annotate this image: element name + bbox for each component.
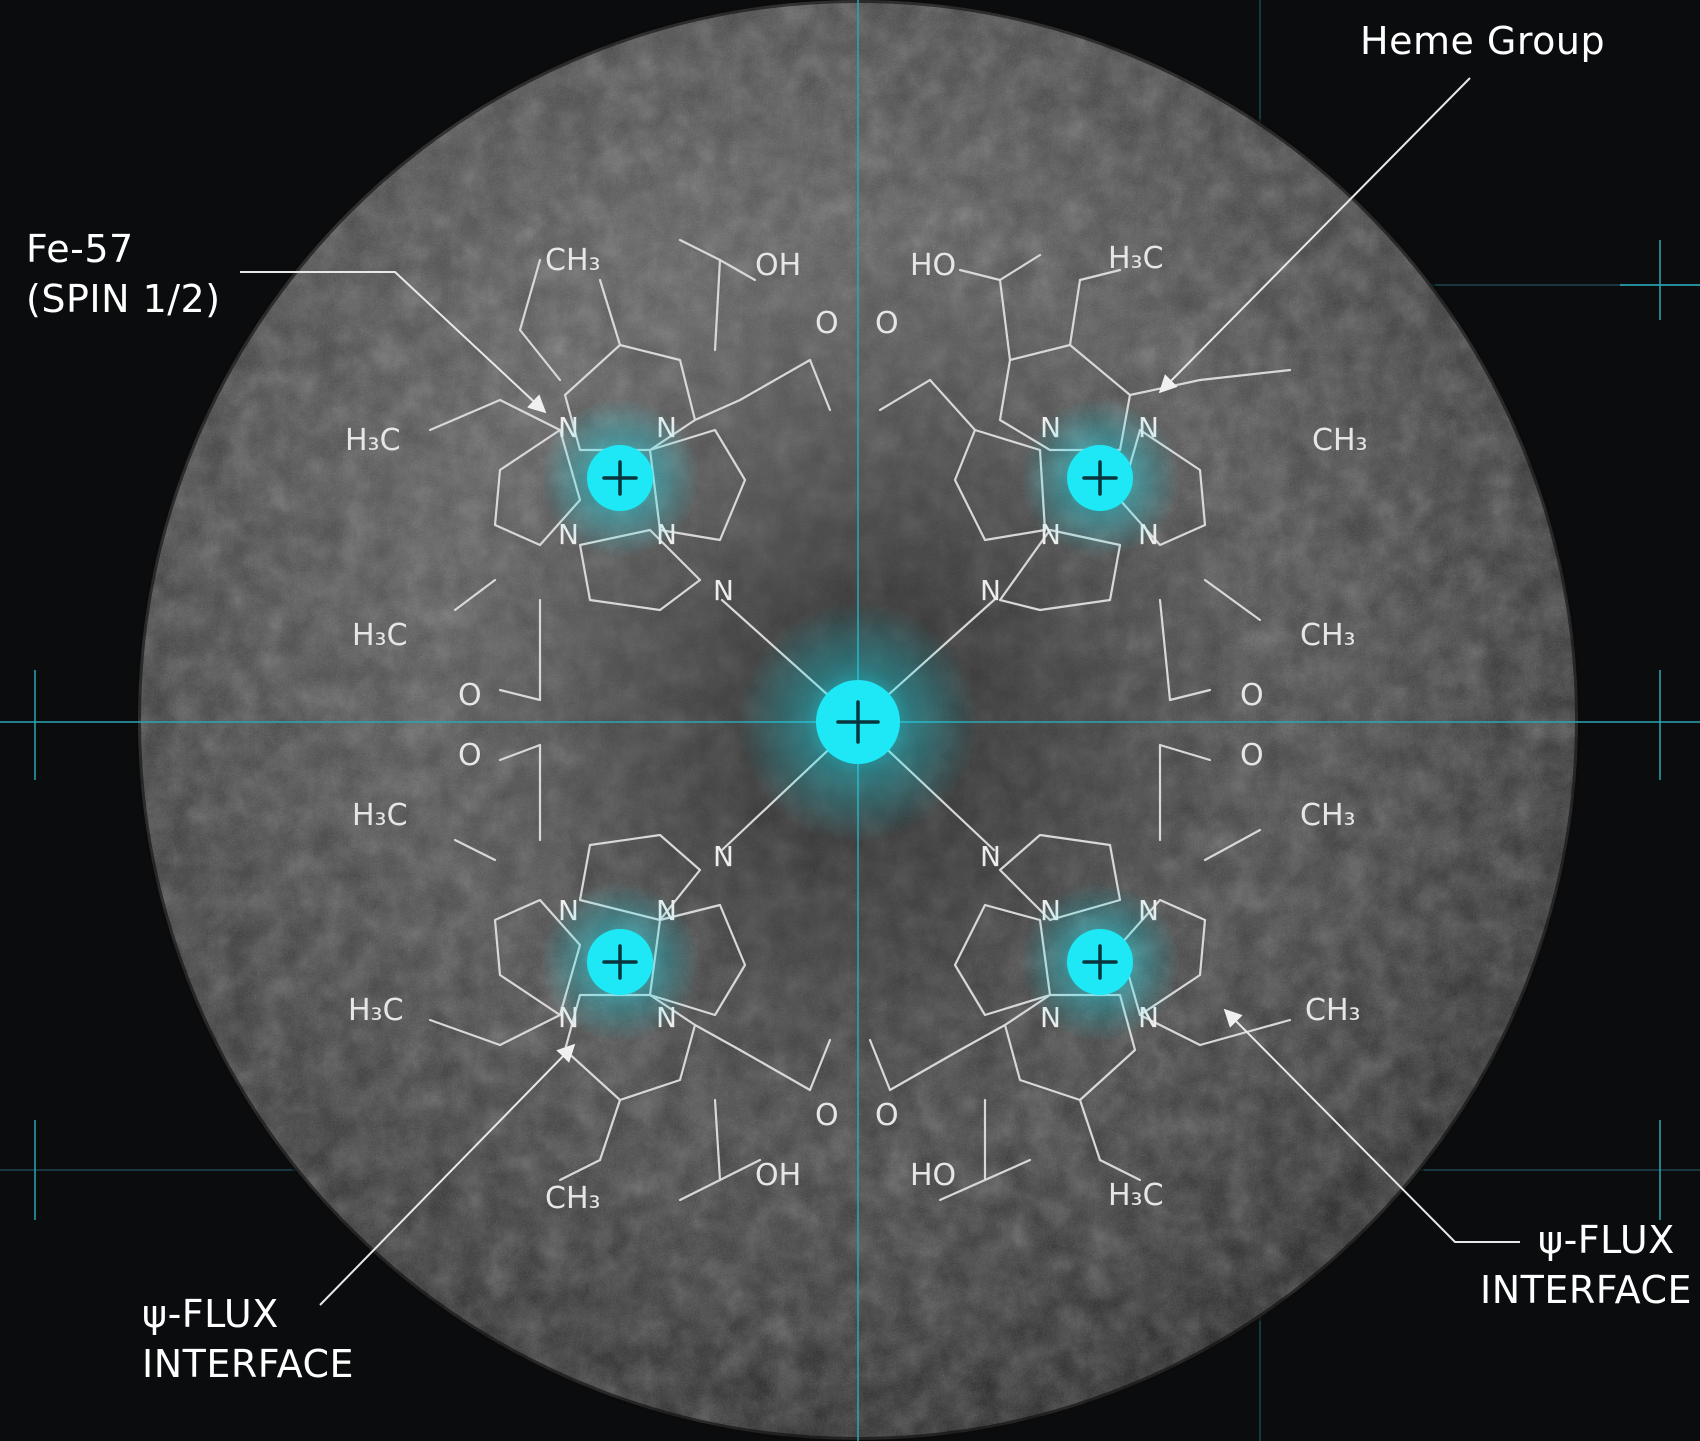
ho-label: HO bbox=[910, 1158, 956, 1193]
psi-flux-label-right: ψ-FLUX bbox=[1538, 1218, 1675, 1262]
ch3-label: CH₃ bbox=[1300, 798, 1356, 833]
n-label: N bbox=[713, 840, 734, 873]
fe-center-bottom-left bbox=[540, 882, 700, 1042]
heme-group-label: Heme Group bbox=[1360, 19, 1605, 63]
fe-center-bottom-right bbox=[1020, 882, 1180, 1042]
oh-label: OH bbox=[755, 1158, 801, 1193]
iron-centers bbox=[540, 398, 1180, 1042]
o-label: O bbox=[875, 1098, 899, 1133]
o-label: O bbox=[875, 306, 899, 341]
ch3-label: CH₃ bbox=[545, 243, 601, 278]
ch3-label: CH₃ bbox=[1312, 423, 1368, 458]
fe57-label: Fe-57 bbox=[26, 227, 134, 271]
ch3-label: CH₃ bbox=[1300, 618, 1356, 653]
h3c-label: H₃C bbox=[352, 618, 408, 653]
n-label: N bbox=[713, 574, 734, 607]
h3c-label: H₃C bbox=[348, 993, 404, 1028]
o-label: O bbox=[458, 738, 482, 773]
fe-center-top-right bbox=[1020, 398, 1180, 558]
psi-flux-interface-label-left: INTERFACE bbox=[142, 1342, 354, 1386]
h3c-label: H₃C bbox=[352, 798, 408, 833]
o-label: O bbox=[458, 678, 482, 713]
o-label: O bbox=[1240, 738, 1264, 773]
o-label: O bbox=[815, 1098, 839, 1133]
n-label: N bbox=[980, 840, 1001, 873]
fe-center-top-left bbox=[540, 398, 700, 558]
h3c-label: H₃C bbox=[345, 423, 401, 458]
ch3-label: CH₃ bbox=[1305, 993, 1361, 1028]
h3c-label: H₃C bbox=[1108, 241, 1164, 276]
o-label: O bbox=[1240, 678, 1264, 713]
leader-lines bbox=[240, 77, 1520, 1306]
o-label: O bbox=[815, 306, 839, 341]
oh-label: OH bbox=[755, 248, 801, 283]
ho-label: HO bbox=[910, 248, 956, 283]
fe-center-core bbox=[738, 602, 978, 842]
h3c-label: H₃C bbox=[1108, 1178, 1164, 1213]
fe57-spin-label: (SPIN 1/2) bbox=[26, 277, 221, 321]
callouts: Heme Group Fe-57 (SPIN 1/2) ψ-FLUX INTER… bbox=[26, 19, 1692, 1386]
psi-flux-interface-label-right: INTERFACE bbox=[1480, 1268, 1692, 1312]
n-label: N bbox=[980, 574, 1001, 607]
ch3-label: CH₃ bbox=[545, 1181, 601, 1216]
substituent-labels: CH₃ OH H₃C H₃C O HO H₃C O CH₃ CH₃ O O O … bbox=[345, 241, 1368, 1216]
psi-flux-label-left: ψ-FLUX bbox=[142, 1292, 279, 1336]
